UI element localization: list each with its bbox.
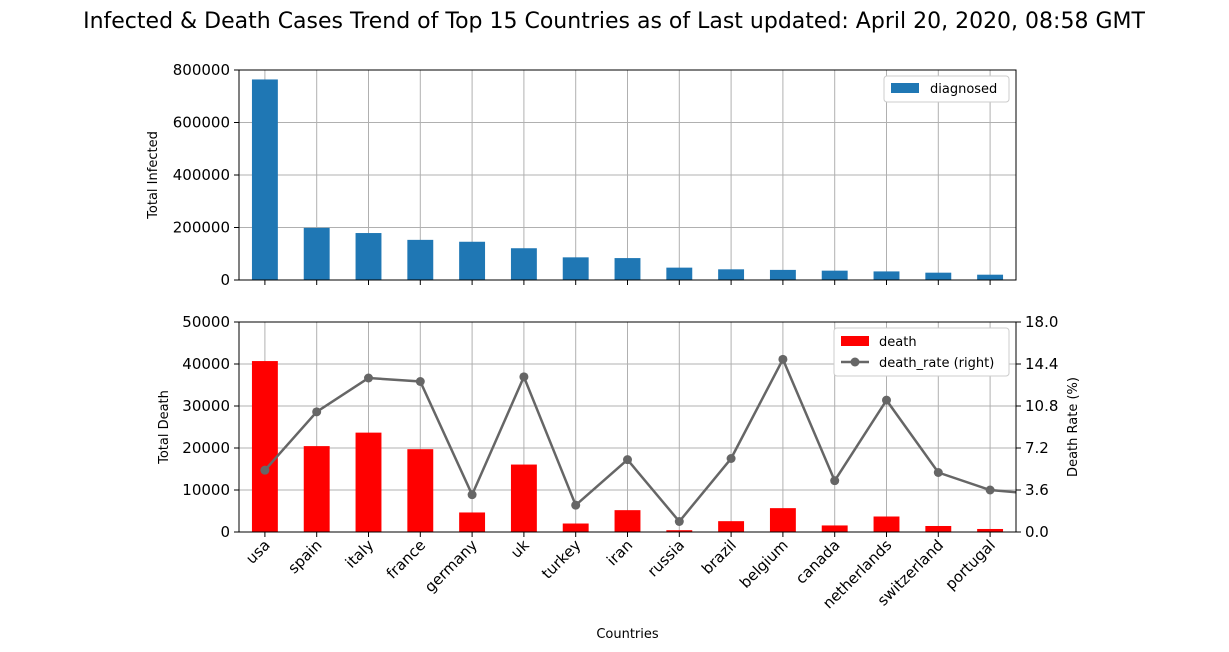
legend-swatch-death-rate-marker: [850, 357, 860, 367]
infected-bar-brazil: [718, 269, 745, 280]
infected-ytick-label: 600000: [173, 114, 230, 132]
x-tick-label-russia: russia: [644, 536, 688, 580]
death-rate-point-brazil: [726, 454, 736, 463]
x-tick-label-france: france: [383, 536, 429, 582]
x-tick-label-uk: uk: [507, 536, 533, 562]
infected-bar-usa: [251, 79, 278, 280]
legend-label-death: death: [879, 335, 917, 350]
infected-ytick-label: 800000: [173, 61, 230, 79]
x-tick-label-iran: iran: [603, 536, 636, 569]
x-tick-label-spain: spain: [284, 536, 325, 577]
x-tick-label-germany: germany: [421, 536, 481, 596]
x-tick-label-italy: italy: [342, 536, 378, 572]
death-bar-russia: [666, 530, 693, 532]
death-ytick-label: 0: [220, 523, 230, 541]
death-rate-ytick-right-label: 0.0: [1025, 523, 1049, 541]
infected-legend: diagnosed: [883, 75, 1010, 103]
death-rate-point-germany: [467, 490, 477, 500]
infected-ytick-label: 200000: [173, 219, 230, 237]
x-tick-label-usa: usa: [242, 536, 273, 567]
death-rate-ytick-right-label: 10.8: [1025, 397, 1058, 415]
infected-bar-france: [407, 239, 434, 280]
x-tick-label-portugal: portugal: [942, 536, 999, 593]
infected-bar-russia: [666, 267, 693, 280]
infected-bar-canada: [821, 270, 848, 280]
death-bar-turkey: [562, 523, 589, 532]
x-tick-label-canada: canada: [792, 536, 844, 588]
death-rate-point-usa: [260, 465, 270, 475]
death-bar-canada: [821, 525, 848, 532]
death-rate-line: [263, 356, 1017, 524]
legend-swatch-death: [841, 336, 869, 346]
death-bar-iran: [614, 510, 641, 532]
death-bar-portugal: [977, 528, 1004, 532]
death-ytick-label: 10000: [182, 481, 230, 499]
death-rate-ytick-right-label: 7.2: [1025, 439, 1049, 457]
death-rate-point-iran: [623, 455, 632, 465]
death-rate-point-france: [415, 377, 425, 386]
death-rate-ytick-right-label: 18.0: [1025, 313, 1058, 331]
death-bar-switzerland: [925, 525, 952, 532]
infected-bar-germany: [459, 241, 486, 280]
death-rate-ylabel: Death Rate (%): [1066, 377, 1081, 477]
x-tick-label-belgium: belgium: [736, 536, 792, 592]
death-rate-point-switzerland: [933, 468, 943, 477]
x-tick-label-turkey: turkey: [538, 536, 585, 583]
infected-ytick-label: 400000: [173, 166, 230, 184]
death-chart: 0 10000 20000 30000 40000 50000 0.0 3.6 7.2 10.8 1…: [157, 313, 1081, 642]
legend-swatch-diagnosed: [891, 83, 919, 93]
death-legend: death death_rate (right): [833, 327, 1010, 377]
death-bar-germany: [459, 512, 486, 532]
legend-label-diagnosed: diagnosed: [930, 82, 997, 97]
death-ylabel: Total Death: [157, 390, 172, 465]
death-ytick-label: 20000: [182, 439, 230, 457]
death-rate-point-italy: [364, 373, 373, 383]
x-axis-label: Countries: [596, 627, 659, 642]
death-bar-belgium: [769, 508, 796, 532]
death-rate-point-spain: [312, 407, 322, 417]
death-bar-brazil: [718, 521, 745, 532]
infected-chart: 0 200000 400000 600000 800000 Total Infected d…: [146, 61, 1017, 289]
death-rate-point-russia: [674, 517, 684, 526]
death-bar-netherlands: [873, 516, 900, 532]
infected-bar-portugal: [977, 274, 1004, 280]
death-bar-uk: [510, 464, 537, 532]
death-rate-ytick-right-label: 14.4: [1025, 355, 1058, 373]
death-rate-point-canada: [830, 476, 840, 486]
death-rate-point-netherlands: [882, 395, 891, 405]
legend-frame: [883, 75, 1010, 103]
x-tick-label-brazil: brazil: [698, 536, 740, 578]
death-ytick-label: 40000: [182, 355, 230, 373]
death-rate-ytick-right-label: 3.6: [1025, 481, 1049, 499]
legend-frame: [833, 327, 1010, 377]
death-rate-point-uk: [519, 372, 529, 382]
death-rate-point-turkey: [571, 500, 581, 510]
death-bar-usa: [251, 361, 278, 532]
infected-bar-netherlands: [873, 271, 900, 280]
infected-bar-belgium: [769, 269, 796, 280]
death-rate-point-belgium: [778, 354, 788, 364]
death-ytick-label: 50000: [182, 313, 230, 331]
death-bar-italy: [355, 432, 382, 532]
infected-ylabel: Total Infected: [146, 131, 161, 220]
infected-bar-uk: [510, 248, 537, 280]
infected-bar-switzerland: [925, 272, 952, 280]
infected-ytick-label: 0: [220, 271, 230, 289]
infected-bar-turkey: [562, 257, 589, 280]
death-bar-spain: [303, 446, 330, 532]
infected-bar-spain: [303, 227, 330, 280]
infected-bar-italy: [355, 233, 382, 280]
chart-title: Infected & Death Cases Trend of Top 15 C…: [83, 9, 1145, 34]
death-rate-point-portugal: [985, 485, 995, 495]
death-ytick-label: 30000: [182, 397, 230, 415]
legend-label-death-rate: death_rate (right): [879, 356, 994, 371]
death-bar-france: [407, 449, 434, 532]
infected-bar-iran: [614, 258, 641, 280]
